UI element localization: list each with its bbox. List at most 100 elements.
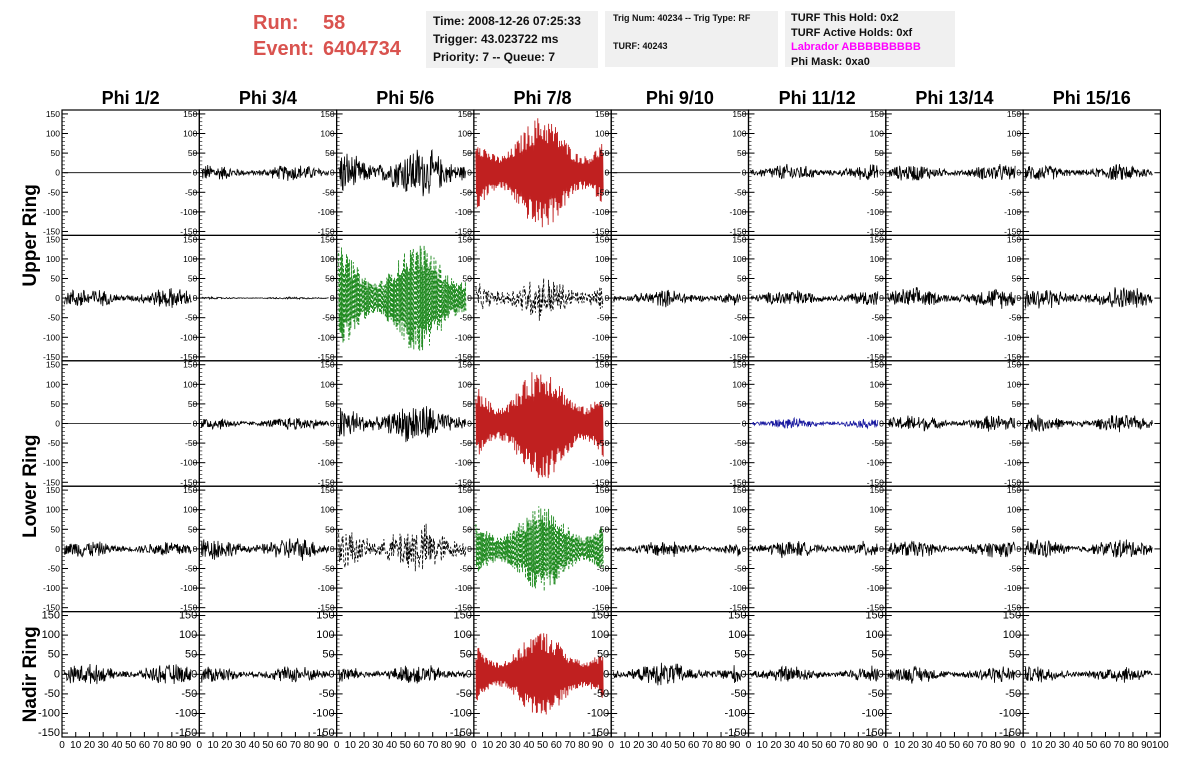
x-tick-label: 70 [153,740,165,751]
y-tick-label: -100 [724,707,746,719]
y-tick-label: 150 [46,485,60,495]
y-tick-label: 50 [188,274,198,284]
y-tick-label: -50 [322,187,335,197]
waveform-trace [750,540,879,559]
y-tick-label: -100 [592,332,609,342]
y-tick-label: 150 [320,485,334,495]
y-tick-label: -150 [867,477,884,487]
y-tick-label: 150 [595,109,609,119]
x-tick-label: 30 [784,740,796,751]
x-tick-label: 40 [1072,740,1084,751]
y-tick-label: -50 [319,688,335,700]
y-tick-label: 50 [600,274,610,284]
y-tick-label: 100 [870,254,884,264]
y-tick-label: -150 [724,727,746,739]
y-tick-label: -50 [48,438,61,448]
y-tick-label: 50 [188,524,198,534]
y-tick-label: -150 [43,477,60,487]
x-tick-label: 40 [386,740,398,751]
x-tick-label: 0 [608,740,614,751]
y-tick-label: -50 [734,438,747,448]
y-tick-label: 0 [193,419,198,429]
y-tick-label: 150 [320,234,334,244]
y-tick-label: -100 [592,458,609,468]
y-tick-label: -100 [455,332,472,342]
x-tick-label: 40 [661,740,673,751]
y-tick-label: 150 [46,360,60,370]
y-tick-label: -50 [460,187,473,197]
y-tick-label: -150 [1004,352,1021,362]
waveform-trace [201,295,329,301]
y-tick-label: 100 [865,629,883,641]
y-tick-label: 100 [870,505,884,515]
x-tick-label: 10 [757,740,769,751]
y-tick-label: -150 [450,727,472,739]
waveform-trace [63,288,192,308]
x-tick-label: 60 [1100,740,1112,751]
time-text: Time: 2008-12-26 07:25:33 [433,14,581,28]
y-tick-label: 0 [330,168,335,178]
waveform-trace [1024,414,1153,433]
waveform-trace [612,662,741,686]
column-header: Phi 11/12 [779,88,856,108]
y-tick-label: 100 [870,379,884,389]
x-tick-label: 30 [98,740,110,751]
ring-label: Lower Ring [20,434,41,537]
y-tick-label: -50 [460,438,473,448]
y-tick-label: 50 [185,649,197,661]
waveform-trace [750,416,879,430]
event-value: 6404734 [323,38,401,60]
waveform-trace [1024,666,1153,683]
y-tick-label: -100 [587,707,609,719]
x-tick-label: 30 [510,740,522,751]
trigger-text: Trigger: 43.023722 ms [433,32,559,46]
y-tick-label: 50 [737,524,747,534]
y-tick-label: -50 [872,438,885,448]
y-tick-label: 150 [732,360,746,370]
x-tick-label: 50 [812,740,824,751]
y-tick-label: -50 [1009,563,1022,573]
y-tick-label: -100 [43,458,60,468]
waveform-trace [612,289,741,308]
x-tick-label: 30 [647,740,659,751]
y-tick-label: 100 [183,254,197,264]
y-tick-label: 0 [55,293,60,303]
y-tick-label: -150 [592,477,609,487]
x-tick-label: 90 [180,740,192,751]
y-tick-label: 50 [51,274,61,284]
y-tick-label: -150 [318,226,335,236]
y-tick-label: 150 [183,360,197,370]
y-tick-label: 0 [603,668,609,680]
y-tick-label: -100 [1004,458,1021,468]
y-tick-label: 50 [325,524,335,534]
y-tick-label: 0 [604,544,609,554]
labrador-text: Labrador ABBBBBBBBB [791,41,921,53]
x-tick-label: 90 [317,740,329,751]
turf-active-text: TURF Active Holds: 0xf [791,26,913,39]
y-tick-label: 50 [1012,524,1022,534]
y-tick-label: -150 [1004,603,1021,613]
x-tick-label: 50 [537,740,549,751]
y-tick-label: 100 [320,505,334,515]
y-tick-label: 150 [179,610,197,622]
waveform-trace [338,245,467,351]
y-tick-label: -100 [318,207,335,217]
y-tick-label: 0 [740,668,746,680]
y-tick-label: 100 [46,254,60,264]
y-tick-label: 100 [595,505,609,515]
y-tick-label: 0 [1016,419,1021,429]
waveform-trace [475,633,604,715]
y-tick-label: 50 [462,274,472,284]
y-tick-label: -100 [729,583,746,593]
y-tick-label: 150 [591,610,609,622]
y-tick-label: 0 [879,293,884,303]
y-tick-label: 50 [325,148,335,158]
waveform-trace [338,523,467,572]
y-tick-label: 100 [458,254,472,264]
y-tick-label: -50 [868,688,884,700]
y-tick-label: 150 [870,234,884,244]
waveform-trace [1024,287,1153,309]
y-tick-label: 150 [46,109,60,119]
waveform-trace [750,665,879,682]
y-tick-label: -50 [597,313,610,323]
